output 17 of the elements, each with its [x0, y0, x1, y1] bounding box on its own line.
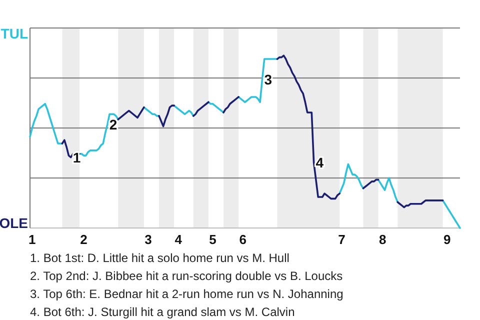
annotation: 1 — [72, 149, 81, 166]
text: 4. Bot 6th: J. Sturgill hit a grand slam vs M. Calvin — [30, 305, 295, 319]
text: TUL — [0, 25, 28, 42]
x-tick-label: 8 — [378, 232, 386, 247]
text: 3. Top 6th: E. Bednar hit a 2-run home run vs N. Johanning — [30, 287, 344, 301]
x-tick-label: 9 — [443, 232, 451, 247]
x-tick-label: 6 — [239, 232, 246, 247]
text: 2. Top 2nd: J. Bibbee hit a run-scoring double vs B. Loucks — [30, 269, 343, 283]
annotation: 4 — [316, 154, 324, 170]
x-tick-label: 7 — [338, 232, 346, 247]
text: 1. Bot 1st: D. Little hit a solo home run vs M. Hull — [30, 251, 290, 265]
x-tick-label: 2 — [80, 232, 88, 247]
text: OLE — [0, 215, 28, 231]
x-tick-label: 4 — [174, 232, 183, 247]
x-tick-label: 1 — [28, 232, 36, 247]
x-tick-label: 3 — [144, 232, 152, 247]
x-tick-label: 5 — [209, 232, 216, 247]
